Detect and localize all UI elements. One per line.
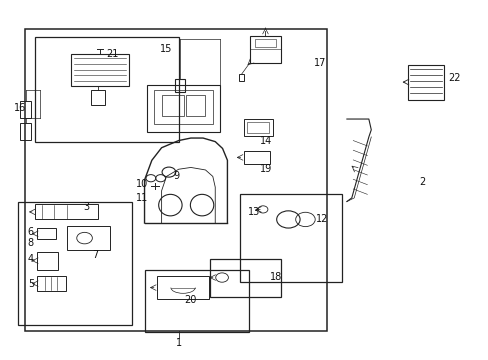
Bar [250,36,280,63]
Text: 10: 10 [136,179,148,189]
Text: 2: 2 [419,177,425,187]
Text: 22: 22 [447,73,460,83]
Bar [147,85,220,132]
Bar [161,95,183,116]
Text: 14: 14 [260,136,272,145]
Bar [239,194,341,282]
Text: 11: 11 [136,193,148,203]
Bar [243,119,272,136]
Bar [144,270,249,332]
Text: 20: 20 [184,295,197,305]
Bar [18,202,132,325]
Bar [157,276,209,300]
Bar [175,79,184,93]
Bar [66,226,110,250]
Text: 6: 6 [28,227,34,237]
Bar [154,90,212,125]
Bar [71,54,129,86]
Bar [243,150,270,164]
Bar [91,90,104,105]
Text: 16: 16 [14,103,26,113]
Text: 13: 13 [247,207,260,217]
Text: 19: 19 [260,164,272,174]
Bar [35,204,98,220]
Bar [407,64,444,100]
Text: 8: 8 [28,238,34,248]
Text: 5: 5 [28,279,34,289]
Bar [25,30,327,330]
Text: 4: 4 [28,254,34,264]
Text: 12: 12 [316,215,328,224]
Text: 9: 9 [173,171,179,181]
Bar [238,74,244,81]
Bar [37,276,65,291]
Bar [185,95,205,116]
Text: 21: 21 [106,49,119,59]
Bar [255,39,275,46]
Bar [35,37,178,142]
Text: 17: 17 [313,58,325,68]
Text: 18: 18 [269,272,282,282]
Bar [37,228,56,239]
Bar [37,252,58,270]
Bar [20,123,31,140]
Text: 1: 1 [175,338,182,348]
Text: 15: 15 [160,44,172,54]
Text: 7: 7 [92,250,99,260]
Bar [246,122,269,134]
Bar [20,101,31,118]
Text: 3: 3 [83,202,89,212]
Bar [210,259,281,297]
